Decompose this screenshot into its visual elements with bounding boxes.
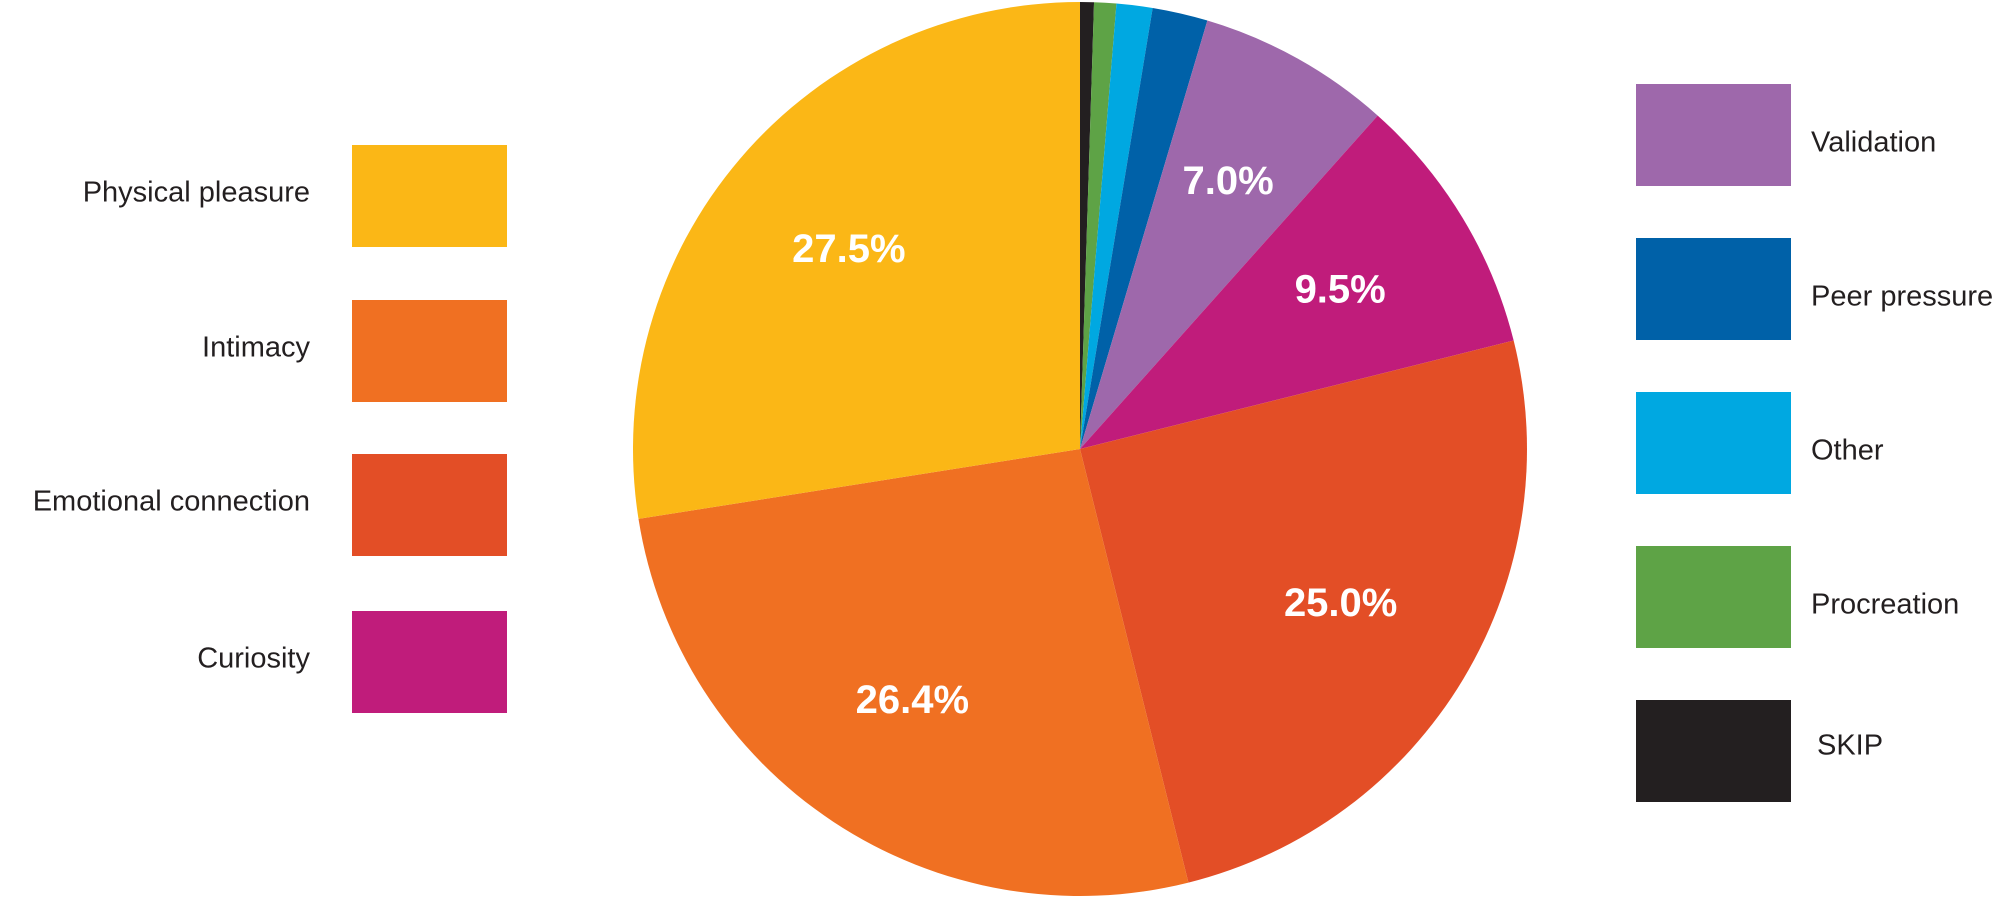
- legend-swatch: [352, 145, 507, 247]
- legend-swatch: [1636, 546, 1791, 648]
- pie-slice: [632, 2, 1080, 519]
- legend-swatch: [1636, 392, 1791, 494]
- legend-label: Intimacy: [202, 332, 310, 364]
- data-label: 7.0%: [1183, 159, 1274, 203]
- legend-swatch: [352, 454, 507, 556]
- legend-label: Other: [1811, 435, 1884, 467]
- data-label: 9.5%: [1295, 267, 1386, 311]
- legend-label: SKIP: [1817, 730, 1883, 762]
- legend-swatch: [1636, 238, 1791, 340]
- legend-swatch: [1636, 84, 1791, 186]
- data-label: 26.4%: [856, 678, 969, 722]
- data-label: 27.5%: [792, 227, 905, 271]
- legend-label: Validation: [1811, 127, 1936, 159]
- pie-slice: [1080, 20, 1378, 449]
- pie-slice: [1080, 2, 1095, 449]
- legend-label: Emotional connection: [33, 486, 310, 518]
- legend-label: Peer pressure: [1811, 281, 1993, 313]
- pie-slice: [1080, 2, 1117, 449]
- pie-slice: [1080, 7, 1208, 449]
- legend-label: Physical pleasure: [83, 177, 310, 209]
- legend-label: Curiosity: [197, 643, 310, 675]
- legend-swatch: [352, 611, 507, 713]
- pie-slice: [1080, 340, 1528, 883]
- data-label: 25.0%: [1284, 581, 1397, 625]
- pie-slice: [1080, 115, 1514, 450]
- legend-label: Procreation: [1811, 589, 1959, 621]
- legend-swatch: [352, 300, 507, 402]
- pie-slice: [1080, 3, 1153, 450]
- legend-swatch: [1636, 700, 1791, 802]
- pie-slice: [638, 449, 1189, 897]
